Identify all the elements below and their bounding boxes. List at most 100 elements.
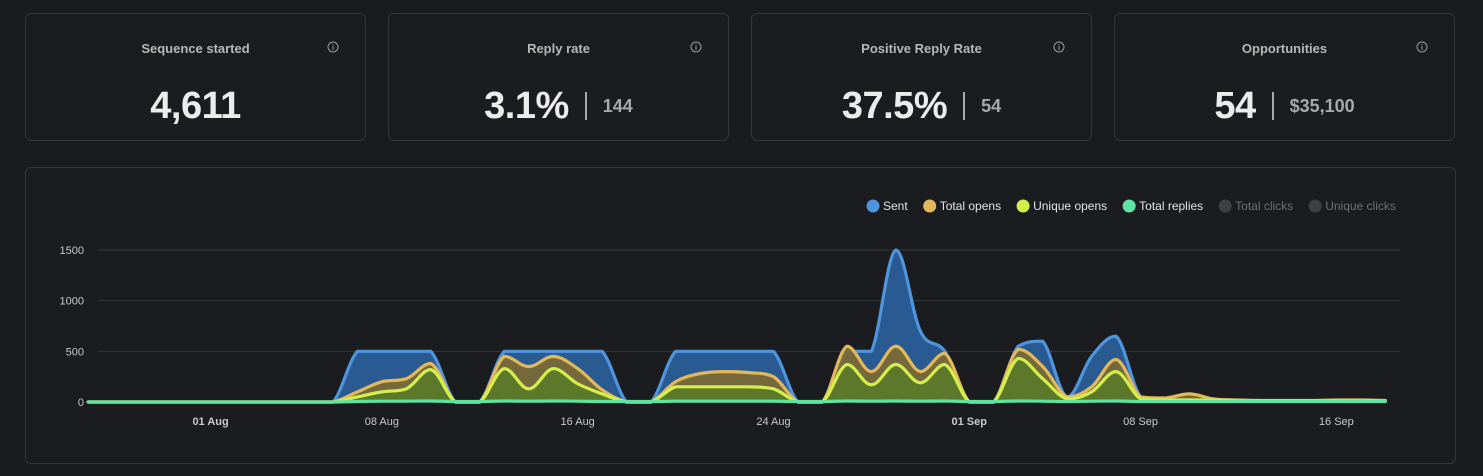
data-point: [723, 386, 725, 388]
data-point: [919, 370, 921, 372]
data-point: [356, 400, 358, 402]
stat-values: 3.1% 144: [389, 84, 728, 128]
data-point: [576, 350, 578, 352]
data-point: [870, 370, 872, 372]
data-point: [405, 350, 407, 352]
data-point: [528, 350, 530, 352]
legend-item-total-opens[interactable]: Total opens: [923, 199, 1001, 213]
data-point: [1115, 400, 1117, 402]
data-point: [430, 350, 432, 352]
legend-item-unique-clicks[interactable]: Unique clicks: [1308, 199, 1396, 213]
stat-value: 54: [1214, 84, 1256, 127]
data-point: [601, 389, 603, 391]
data-point: [870, 400, 872, 402]
data-point: [601, 393, 603, 395]
analytics-chart: 0 500 1000 1500 01 Aug 08 Aug 16 Aug 24 Aug 01 S…: [60, 199, 1400, 428]
stat-title: Sequence started: [141, 41, 250, 56]
data-point: [160, 401, 162, 403]
data-point: [944, 363, 946, 365]
data-point: [601, 350, 603, 352]
data-point: [1115, 335, 1117, 337]
legend-label: Total replies: [1139, 199, 1203, 213]
data-point: [185, 401, 187, 403]
data-point: [258, 401, 260, 403]
data-point: [430, 368, 432, 370]
data-point: [552, 350, 554, 352]
legend-swatch: [923, 199, 937, 213]
data-point: [968, 400, 970, 402]
data-point: [797, 400, 799, 402]
x-tick-label: 01 Sep: [952, 416, 988, 428]
data-point: [944, 400, 946, 402]
stat-title: Positive Reply Rate: [861, 41, 982, 56]
data-point: [846, 345, 848, 347]
x-tick-label: 16 Aug: [561, 416, 595, 428]
data-point: [405, 388, 407, 390]
data-point: [748, 386, 750, 388]
data-point: [1041, 400, 1043, 402]
data-point: [1090, 391, 1092, 393]
data-point: [1066, 398, 1068, 400]
data-point: [1164, 400, 1166, 402]
info-icon[interactable]: [690, 41, 702, 53]
data-point: [503, 350, 505, 352]
data-point: [234, 401, 236, 403]
data-point: [748, 371, 750, 373]
data-point: [1335, 400, 1337, 402]
stat-subvalue: $35,100: [1289, 95, 1355, 116]
y-tick-label: 1000: [60, 296, 84, 308]
stat-title: Opportunities: [1241, 41, 1328, 56]
series-line-total-replies: [86, 399, 1387, 404]
data-point: [552, 400, 554, 402]
data-point: [1360, 400, 1362, 402]
data-point: [1139, 398, 1141, 400]
data-point: [454, 400, 456, 402]
data-point: [381, 400, 383, 402]
legend-item-unique-opens[interactable]: Unique opens: [1016, 199, 1108, 213]
data-point: [405, 377, 407, 379]
data-point: [1262, 400, 1264, 402]
data-point: [307, 401, 309, 403]
data-point: [503, 367, 505, 369]
data-point: [552, 367, 554, 369]
info-icon[interactable]: [327, 41, 339, 53]
data-point: [528, 400, 530, 402]
stat-card-positive-reply-rate: Positive Reply Rate 37.5% 54: [751, 13, 1092, 141]
stat-values: 54 $35,100: [1115, 84, 1454, 128]
series-area-sent: [88, 250, 1386, 402]
stat-value: 4,611: [150, 84, 241, 127]
data-point: [111, 401, 113, 403]
legend-item-total-replies[interactable]: Total replies: [1122, 199, 1204, 213]
data-point: [552, 355, 554, 357]
info-icon[interactable]: [1053, 41, 1065, 53]
data-point: [1090, 386, 1092, 388]
data-point: [674, 400, 676, 402]
series-area-unique-opens: [88, 358, 1386, 402]
data-point: [772, 375, 774, 377]
stat-subvalue: 54: [981, 95, 1002, 116]
legend-label: Total opens: [940, 199, 1001, 213]
data-point: [1017, 345, 1019, 347]
x-tick-label: 16 Sep: [1319, 416, 1354, 428]
legend-item-sent[interactable]: Sent: [866, 199, 909, 213]
data-point: [895, 249, 897, 251]
legend-swatch: [1218, 199, 1232, 213]
data-point: [1188, 393, 1190, 395]
x-tick-label: 01 Aug: [192, 416, 228, 428]
y-tick-label: 0: [78, 397, 84, 409]
stat-title: Reply rate: [527, 41, 590, 56]
data-point: [846, 400, 848, 402]
stat-values: 4,611: [26, 84, 365, 128]
analytics-chart-panel: 0 500 1000 1500 01 Aug 08 Aug 16 Aug 24 Aug 01 S…: [25, 167, 1456, 464]
legend-swatch: [866, 199, 880, 213]
data-point: [1213, 400, 1215, 402]
data-point: [1286, 400, 1288, 402]
data-point: [699, 400, 701, 402]
data-point: [1017, 348, 1019, 350]
data-point: [528, 365, 530, 367]
legend-item-total-clicks[interactable]: Total clicks: [1218, 199, 1294, 213]
data-point: [674, 386, 676, 388]
legend-label: Sent: [883, 199, 908, 213]
info-icon[interactable]: [1416, 41, 1428, 53]
x-tick-label: 08 Sep: [1123, 416, 1158, 428]
